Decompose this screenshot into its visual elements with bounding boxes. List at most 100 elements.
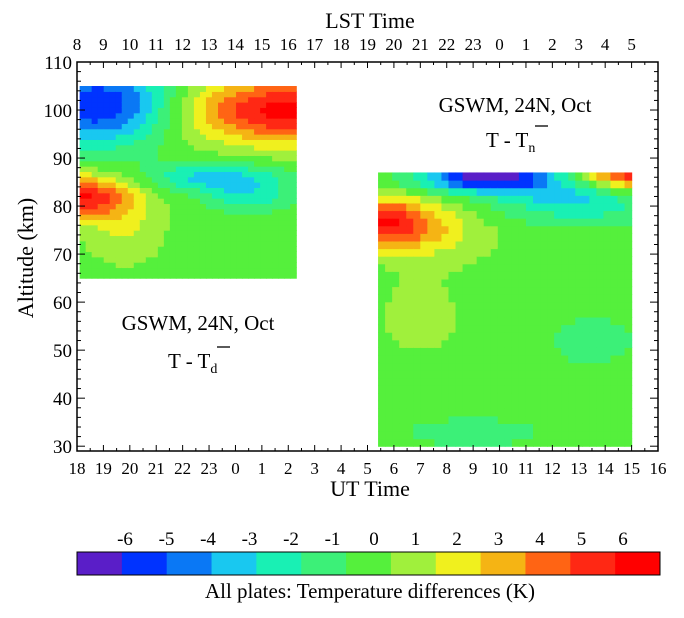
heatmap-cell bbox=[525, 339, 534, 348]
heatmap-cell bbox=[483, 332, 492, 341]
heatmap-cell bbox=[199, 214, 207, 221]
heatmap-cell bbox=[462, 218, 471, 227]
heatmap-cell bbox=[97, 139, 105, 146]
heatmap-cell bbox=[193, 139, 201, 146]
heatmap-cell bbox=[199, 107, 207, 114]
heatmap-cell bbox=[427, 180, 435, 189]
heatmap-cell bbox=[554, 180, 562, 189]
heatmap-cell bbox=[248, 240, 255, 247]
heatmap-cell bbox=[434, 400, 443, 409]
heatmap-cell bbox=[575, 385, 583, 394]
heatmap-cell bbox=[483, 400, 492, 409]
heatmap-cell bbox=[181, 166, 189, 172]
heatmap-cell bbox=[476, 172, 485, 181]
heatmap-cell bbox=[109, 166, 117, 172]
heatmap-cell bbox=[540, 271, 548, 280]
heatmap-cell bbox=[554, 408, 562, 417]
heatmap-cell bbox=[441, 248, 450, 257]
heatmap-cell bbox=[483, 316, 492, 326]
heatmap-cell bbox=[187, 118, 195, 124]
heatmap-cell bbox=[193, 102, 201, 108]
heatmap-cell bbox=[392, 324, 400, 333]
heatmap-cell bbox=[455, 385, 464, 394]
heatmap-cell bbox=[434, 263, 443, 272]
y-axis-tick-label: 50 bbox=[53, 341, 72, 362]
heatmap-cell bbox=[582, 385, 590, 394]
heatmap-cell bbox=[211, 166, 219, 172]
heatmap-cell bbox=[378, 180, 386, 189]
heatmap-cell bbox=[617, 172, 626, 181]
heatmap-cell bbox=[205, 203, 213, 210]
heatmap-cell bbox=[260, 240, 267, 247]
heatmap-cell bbox=[462, 195, 471, 204]
heatmap-cell bbox=[79, 214, 87, 221]
heatmap-cell bbox=[145, 96, 153, 103]
heatmap-cell bbox=[589, 218, 597, 227]
heatmap-cell bbox=[399, 316, 407, 326]
heatmap-cell bbox=[378, 195, 386, 204]
heatmap-cell bbox=[91, 118, 99, 124]
heatmap-cell bbox=[157, 155, 165, 162]
heatmap-cell bbox=[266, 107, 273, 114]
heatmap-cell bbox=[139, 166, 147, 172]
heatmap-cell bbox=[187, 102, 195, 108]
heatmap-cell bbox=[230, 198, 237, 205]
heatmap-cell bbox=[157, 235, 165, 242]
heatmap-cell bbox=[205, 107, 213, 114]
heatmap-cell bbox=[518, 362, 527, 371]
heatmap-cell bbox=[211, 139, 219, 146]
heatmap-cell bbox=[518, 263, 527, 272]
heatmap-cell bbox=[490, 392, 499, 402]
heatmap-cell bbox=[624, 430, 633, 440]
heatmap-cell bbox=[91, 139, 99, 146]
heatmap-cell bbox=[169, 118, 177, 124]
heatmap-cell bbox=[103, 251, 111, 258]
heatmap-cell bbox=[205, 155, 213, 162]
heatmap-cell bbox=[139, 176, 147, 183]
heatmap-cell bbox=[554, 256, 562, 265]
heatmap-cell bbox=[133, 240, 141, 247]
heatmap-cell bbox=[79, 198, 87, 205]
heatmap-cell bbox=[224, 267, 231, 274]
heatmap-cell bbox=[175, 134, 183, 140]
heatmap-cell bbox=[610, 339, 619, 348]
heatmap-cell bbox=[145, 91, 153, 98]
heatmap-cell bbox=[554, 377, 562, 386]
heatmap-cell bbox=[504, 362, 513, 371]
heatmap-cell bbox=[169, 166, 177, 172]
heatmap-cell bbox=[169, 176, 177, 183]
heatmap-cell bbox=[211, 86, 219, 92]
heatmap-cell bbox=[127, 246, 135, 253]
heatmap-cell bbox=[79, 128, 87, 135]
heatmap-cell bbox=[266, 219, 273, 226]
heatmap-cell bbox=[561, 218, 569, 227]
heatmap-cell bbox=[91, 144, 99, 151]
heatmap-cell bbox=[624, 339, 633, 348]
heatmap-cell bbox=[218, 208, 225, 215]
heatmap-cell bbox=[230, 272, 237, 279]
heatmap-cell bbox=[533, 233, 541, 242]
heatmap-cell bbox=[175, 198, 183, 205]
heatmap-cell bbox=[115, 219, 123, 226]
heatmap-cell bbox=[284, 96, 291, 103]
heatmap-cell bbox=[193, 150, 201, 156]
heatmap-cell bbox=[462, 286, 471, 295]
heatmap-cell bbox=[236, 96, 243, 103]
heatmap-cell bbox=[476, 392, 485, 402]
heatmap-cell bbox=[511, 294, 520, 303]
heatmap-cell bbox=[378, 210, 386, 219]
heatmap-cell bbox=[434, 324, 443, 333]
heatmap-cell bbox=[525, 423, 534, 432]
colorbar-swatch bbox=[211, 552, 257, 575]
heatmap-cell bbox=[568, 301, 576, 310]
heatmap-cell bbox=[582, 392, 590, 402]
heatmap-cell bbox=[139, 256, 147, 263]
heatmap-cell bbox=[230, 251, 237, 258]
heatmap-cell bbox=[205, 144, 213, 151]
heatmap-cell bbox=[145, 208, 153, 215]
heatmap-cell bbox=[624, 172, 633, 181]
heatmap-cell bbox=[617, 187, 626, 196]
heatmap-cell bbox=[224, 118, 231, 124]
heatmap-cell bbox=[163, 139, 171, 146]
heatmap-cell bbox=[230, 166, 237, 172]
